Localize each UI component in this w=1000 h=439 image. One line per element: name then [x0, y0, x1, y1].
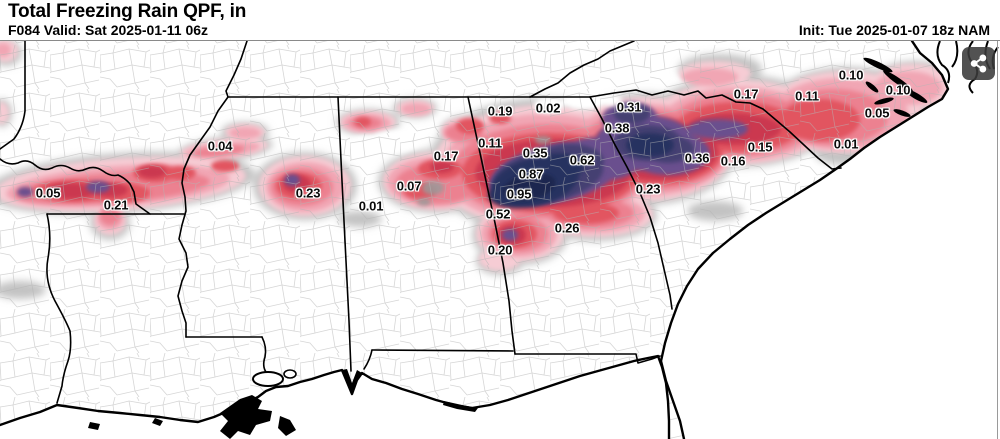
share-button[interactable]: [962, 47, 995, 80]
qpf-value-label: 0.17: [733, 86, 759, 102]
map-canvas: [0, 41, 1000, 439]
qpf-value-label: 0.05: [35, 185, 61, 201]
page-title: Total Freezing Rain QPF, in: [8, 1, 247, 22]
qpf-value-label: 0.01: [358, 198, 384, 214]
qpf-value-label: 0.23: [635, 181, 661, 197]
qpf-value-label: 0.04: [207, 138, 233, 154]
qpf-value-label: 0.16: [720, 153, 746, 169]
qpf-value-label: 0.23: [295, 185, 321, 201]
qpf-value-label: 0.95: [506, 186, 532, 202]
qpf-value-label: 0.10: [838, 67, 864, 83]
qpf-value-label: 0.62: [569, 152, 595, 168]
qpf-value-label: 0.11: [478, 135, 502, 151]
state-borders: [0, 41, 842, 404]
qpf-value-label: 0.02: [535, 100, 561, 116]
qpf-value-label: 0.01: [833, 136, 859, 152]
qpf-value-label: 0.21: [103, 197, 129, 213]
qpf-value-label: 0.19: [487, 103, 513, 119]
qpf-value-label: 0.10: [885, 82, 911, 98]
qpf-value-label: 0.20: [487, 242, 513, 258]
share-icon: [970, 54, 987, 73]
qpf-value-label: 0.31: [616, 99, 642, 115]
forecast-map: 0.04 0.05 0.21 0.23 0.07 0.01 0.17 0.19 0.02 0.11…: [0, 40, 1000, 439]
qpf-value-label: 0.36: [684, 150, 710, 166]
qpf-value-label: 0.05: [864, 105, 890, 121]
qpf-value-label: 0.87: [518, 166, 544, 182]
qpf-value-label: 0.17: [433, 148, 459, 164]
qpf-value-label: 0.35: [522, 145, 548, 161]
map-frame-right: [997, 41, 998, 439]
qpf-value-label: 0.38: [604, 120, 630, 136]
qpf-value-label: 0.26: [554, 220, 580, 236]
qpf-value-label: 0.11: [795, 88, 819, 104]
qpf-value-label: 0.15: [747, 139, 773, 155]
qpf-value-label: 0.07: [396, 178, 422, 194]
valid-time-text: F084 Valid: Sat 2025-01-11 06z: [8, 22, 209, 38]
header-bar: Total Freezing Rain QPF, in F084 Valid: …: [0, 0, 1000, 40]
init-time-text: Init: Tue 2025-01-07 18z NAM: [798, 22, 990, 38]
qpf-value-label: 0.52: [485, 206, 511, 222]
